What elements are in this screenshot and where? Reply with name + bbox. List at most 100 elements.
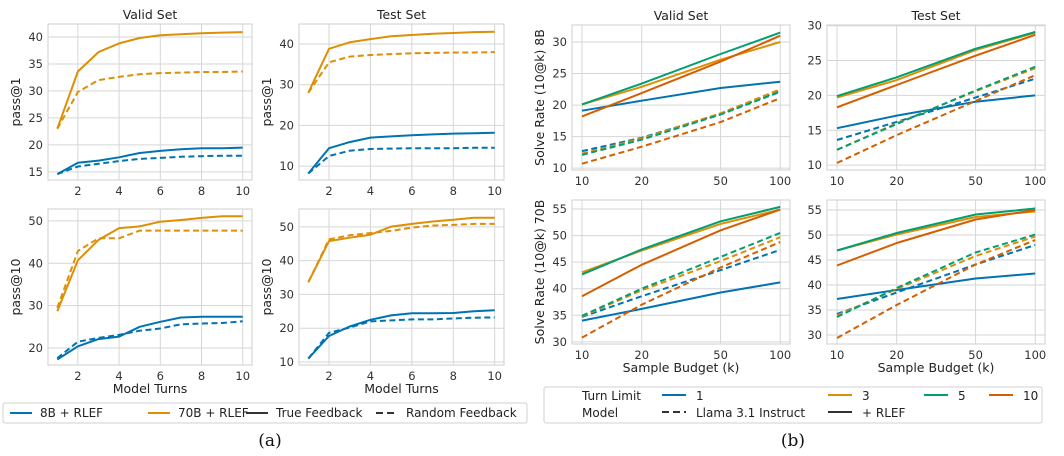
series-line-8b-rlef-dashed bbox=[307, 316, 495, 360]
x-tick-label: 2 bbox=[325, 184, 332, 198]
x-tick-label: 100 bbox=[1024, 348, 1046, 362]
plot-area bbox=[298, 208, 505, 366]
series-line-70b-rlef-dashed bbox=[56, 229, 243, 309]
y-tick-label: 35 bbox=[552, 308, 567, 322]
x-tick-label: 8 bbox=[450, 184, 457, 198]
legend-turn-limit-label: 1 bbox=[696, 389, 704, 403]
series-line-70b-rlef-solid bbox=[56, 215, 243, 312]
legend-entry-label: True Feedback bbox=[275, 406, 363, 420]
x-tick-label: 20 bbox=[889, 348, 904, 362]
y-tick-label: 25 bbox=[807, 54, 822, 68]
y-tick-label: 40 bbox=[279, 37, 294, 51]
y-tick-label: 30 bbox=[807, 19, 822, 33]
series-line--rlef-turn-3-solid bbox=[836, 31, 1036, 99]
x-tick-label: 6 bbox=[408, 369, 415, 383]
legend-model-label: + RLEF bbox=[862, 406, 905, 420]
x-tick-label: 10 bbox=[487, 184, 502, 198]
series-line-llama-3-1-instruct-turn-5-dashed bbox=[581, 231, 781, 317]
chart-panel-5: 10 20 50 100 10 15 20 25 30 Valid Set Solve Rate (… bbox=[532, 8, 791, 188]
chart-panel-2: 2 4 6 8 10 10 20 30 40 Test Set pass@1 bbox=[259, 7, 505, 198]
series-line--rlef-turn-1-solid bbox=[581, 281, 781, 322]
x-tick-label: 10 bbox=[830, 348, 845, 362]
chart-panel-1: 2 4 6 8 10 15 20 25 30 35 40 Valid Set pass@1 bbox=[8, 7, 253, 198]
x-axis-label: Sample Budget (k) bbox=[878, 360, 995, 375]
legend-entry-label: Random Feedback bbox=[406, 406, 517, 420]
series-line-8b-rlef-solid bbox=[56, 315, 243, 361]
y-tick-label: 15 bbox=[28, 165, 43, 179]
series-line--rlef-turn-10-solid bbox=[581, 208, 781, 298]
series-line--rlef-turn-1-solid bbox=[836, 94, 1036, 130]
series-line-llama-3-1-instruct-turn-3-dashed bbox=[581, 88, 781, 155]
series-line--rlef-turn-5-solid bbox=[836, 31, 1036, 98]
series-line-llama-3-1-instruct-turn-5-dashed bbox=[581, 90, 781, 156]
series-line-llama-3-1-instruct-turn-10-dashed bbox=[836, 239, 1036, 339]
y-tick-label: 25 bbox=[552, 67, 567, 81]
y-tick-label: 45 bbox=[552, 255, 567, 269]
legend-entry-label: 8B + RLEF bbox=[40, 406, 103, 420]
y-tick-label: 40 bbox=[279, 254, 294, 268]
series-line-70b-rlef-dashed bbox=[56, 70, 243, 130]
x-tick-label: 2 bbox=[74, 184, 81, 198]
y-tick-label: 50 bbox=[552, 229, 567, 243]
series-line-8b-rlef-dashed bbox=[56, 154, 243, 176]
x-tick-label: 4 bbox=[115, 184, 122, 198]
series-line-8b-rlef-solid bbox=[56, 146, 243, 175]
x-tick-label: 8 bbox=[198, 184, 205, 198]
chart-title: Valid Set bbox=[654, 8, 709, 23]
y-tick-label: 15 bbox=[807, 123, 822, 137]
series-line-8b-rlef-solid bbox=[307, 309, 495, 360]
y-tick-label: 30 bbox=[552, 35, 567, 49]
y-tick-label: 10 bbox=[279, 159, 294, 173]
series-line-70b-rlef-dashed bbox=[307, 51, 495, 94]
plot-area bbox=[47, 208, 253, 366]
chart-panel-8: 10 20 50 100 30 35 40 45 50 55 Sample Budget (k) bbox=[807, 199, 1046, 375]
x-tick-label: 20 bbox=[634, 174, 649, 188]
y-axis-label: Solve Rate (10@k) 70B bbox=[532, 200, 547, 345]
x-tick-label: 8 bbox=[198, 369, 205, 383]
x-tick-label: 10 bbox=[235, 369, 250, 383]
legend-b: Turn Limit 1 3 5 10 Model Llama 3.1 Instruct + … bbox=[543, 386, 1043, 424]
series-line--rlef-turn-5-solid bbox=[581, 205, 781, 276]
series-line-llama-3-1-instruct-turn-1-dashed bbox=[581, 248, 781, 318]
x-tick-label: 10 bbox=[830, 174, 845, 188]
x-tick-label: 100 bbox=[769, 174, 791, 188]
chart-panel-3: 2 4 6 8 10 20 30 40 50 Model Turns pass@10 bbox=[8, 208, 253, 396]
series-line-llama-3-1-instruct-turn-5-dashed bbox=[836, 65, 1036, 151]
series-line-8b-rlef-dashed bbox=[307, 146, 495, 175]
x-tick-label: 6 bbox=[157, 369, 164, 383]
legend-a: 8B + RLEF 70B + RLEF True Feedback Random F… bbox=[2, 402, 528, 424]
plot-area bbox=[298, 23, 505, 181]
x-tick-label: 2 bbox=[325, 369, 332, 383]
caption-b: (b) bbox=[781, 431, 805, 451]
y-tick-label: 50 bbox=[28, 214, 43, 228]
caption-a: (a) bbox=[258, 431, 281, 451]
y-tick-label: 50 bbox=[279, 220, 294, 234]
y-tick-label: 20 bbox=[28, 138, 43, 152]
legend-model-label: Llama 3.1 Instruct bbox=[696, 406, 805, 420]
series-line-8b-rlef-dashed bbox=[56, 320, 243, 359]
y-tick-label: 55 bbox=[552, 202, 567, 216]
y-tick-label: 35 bbox=[28, 57, 43, 71]
chart-title: Test Set bbox=[376, 7, 426, 22]
y-tick-label: 40 bbox=[552, 282, 567, 296]
y-tick-label: 30 bbox=[28, 84, 43, 98]
x-axis-label: Sample Budget (k) bbox=[623, 360, 740, 375]
chart-title: Valid Set bbox=[123, 7, 178, 22]
series-line-70b-rlef-solid bbox=[307, 30, 495, 94]
y-tick-label: 55 bbox=[807, 203, 822, 217]
legend-model-title: Model bbox=[582, 406, 618, 420]
y-tick-label: 40 bbox=[28, 256, 43, 270]
y-tick-label: 20 bbox=[28, 341, 43, 355]
y-tick-label: 35 bbox=[807, 303, 822, 317]
x-tick-label: 20 bbox=[889, 174, 904, 188]
series-line--rlef-turn-10-solid bbox=[836, 33, 1036, 109]
series-line--rlef-turn-10-solid bbox=[581, 34, 781, 118]
x-tick-label: 10 bbox=[487, 369, 502, 383]
series-line-8b-rlef-solid bbox=[307, 131, 495, 175]
y-axis-label: pass@10 bbox=[8, 258, 23, 315]
y-tick-label: 30 bbox=[279, 78, 294, 92]
x-tick-label: 50 bbox=[713, 348, 728, 362]
series-line-70b-rlef-solid bbox=[56, 31, 243, 130]
